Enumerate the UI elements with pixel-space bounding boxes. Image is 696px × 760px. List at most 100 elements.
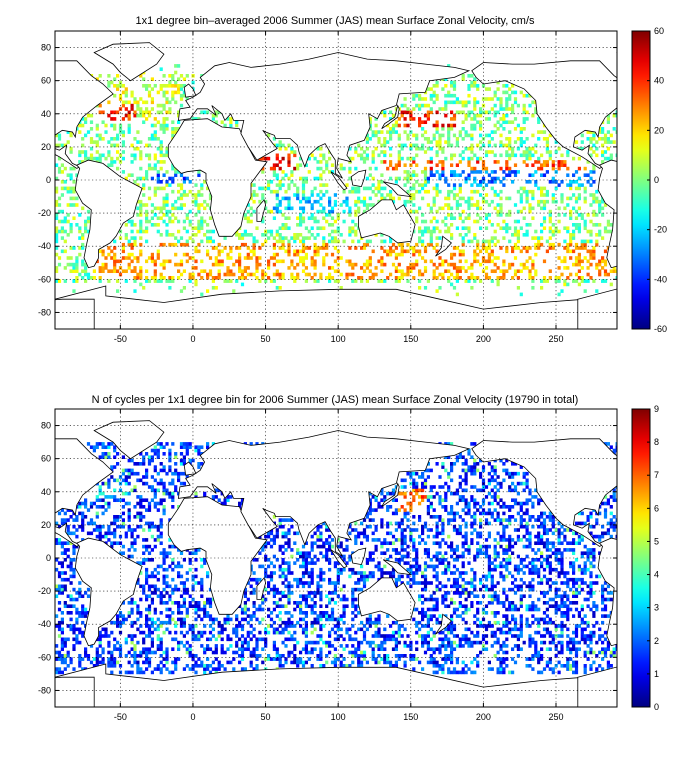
- data-cell: [281, 581, 285, 585]
- data-cell: [374, 233, 378, 237]
- data-cell: [174, 84, 178, 88]
- data-cell: [479, 123, 483, 128]
- data-cell: [357, 657, 361, 661]
- data-cell: [121, 269, 125, 274]
- data-cell: [458, 233, 462, 237]
- data-cell: [278, 236, 282, 240]
- data-cell: [301, 262, 306, 267]
- data-cell: [159, 667, 163, 671]
- data-cell: [185, 239, 189, 244]
- data-cell: [133, 276, 137, 280]
- data-cell: [505, 90, 509, 95]
- data-cell: [127, 127, 131, 131]
- data-cell: [194, 495, 198, 499]
- data-cell: [560, 160, 564, 164]
- data-cell: [211, 495, 215, 499]
- data-cell: [368, 498, 372, 503]
- data-cell: [484, 183, 489, 187]
- data-cell: [284, 594, 288, 599]
- data-cell: [55, 650, 59, 655]
- data-cell: [418, 226, 422, 231]
- data-cell: [476, 213, 480, 217]
- data-cell: [371, 272, 375, 277]
- data-cell: [360, 541, 364, 546]
- data-cell: [121, 90, 125, 95]
- data-cell: [272, 272, 276, 277]
- data-cell: [281, 591, 285, 595]
- data-cell: [75, 637, 79, 642]
- data-cell: [275, 183, 279, 187]
- data-cell: [66, 594, 70, 599]
- data-cell: [447, 93, 451, 98]
- data-cell: [142, 203, 146, 207]
- data-cell: [194, 548, 198, 552]
- data-cell: [531, 100, 535, 105]
- y-tick-label: -80: [38, 307, 51, 317]
- data-cell: [208, 587, 213, 592]
- data-cell: [301, 611, 306, 615]
- data-cell: [229, 617, 233, 622]
- data-cell: [400, 110, 404, 115]
- data-cell: [574, 262, 579, 267]
- data-cell: [284, 561, 288, 565]
- data-cell: [345, 561, 349, 565]
- data-cell: [113, 84, 117, 88]
- data-cell: [171, 203, 175, 207]
- data-cell: [55, 644, 59, 648]
- data-cell: [348, 531, 352, 536]
- data-cell: [380, 196, 384, 201]
- data-cell: [412, 276, 416, 280]
- data-cell: [484, 110, 489, 115]
- data-cell: [534, 242, 538, 247]
- data-cell: [516, 276, 520, 280]
- data-cell: [412, 249, 416, 254]
- data-cell: [357, 186, 361, 191]
- data-cell: [60, 186, 64, 191]
- data-cell: [261, 564, 265, 569]
- data-cell: [269, 611, 274, 615]
- data-cell: [142, 558, 146, 562]
- data-cell: [470, 84, 474, 88]
- data-cell: [95, 495, 99, 499]
- data-cell: [182, 203, 186, 207]
- data-cell: [69, 196, 73, 201]
- data-cell: [179, 574, 184, 579]
- data-cell: [299, 577, 303, 582]
- data-cell: [75, 223, 79, 227]
- data-cell: [354, 650, 358, 655]
- data-cell: [121, 524, 125, 529]
- data-cell: [107, 100, 111, 105]
- data-cell: [92, 445, 96, 450]
- data-cell: [304, 630, 308, 635]
- data-cell: [200, 445, 204, 450]
- data-cell: [258, 620, 262, 625]
- data-cell: [572, 156, 576, 161]
- data-cell: [63, 219, 67, 224]
- data-cell: [601, 279, 605, 283]
- data-cell: [127, 468, 131, 473]
- data-cell: [66, 650, 70, 655]
- data-cell: [609, 229, 613, 234]
- data-cell: [481, 110, 486, 115]
- data-cell: [179, 462, 184, 466]
- data-cell: [542, 199, 547, 204]
- data-cell: [421, 213, 425, 217]
- data-cell: [249, 219, 253, 224]
- data-cell: [357, 239, 361, 244]
- data-cell: [188, 650, 192, 655]
- data-cell: [473, 189, 477, 194]
- data-cell: [293, 153, 297, 158]
- data-cell: [136, 667, 140, 671]
- data-cell: [278, 183, 282, 187]
- data-cell: [188, 219, 192, 224]
- data-cell: [188, 272, 192, 277]
- data-cell: [57, 262, 62, 267]
- data-cell: [325, 189, 329, 194]
- data-cell: [153, 156, 157, 161]
- data-cell: [467, 87, 471, 91]
- data-cell: [206, 186, 210, 191]
- data-cell: [182, 481, 186, 486]
- data-cell: [281, 223, 285, 227]
- data-cell: [142, 528, 146, 532]
- data-cell: [226, 620, 230, 625]
